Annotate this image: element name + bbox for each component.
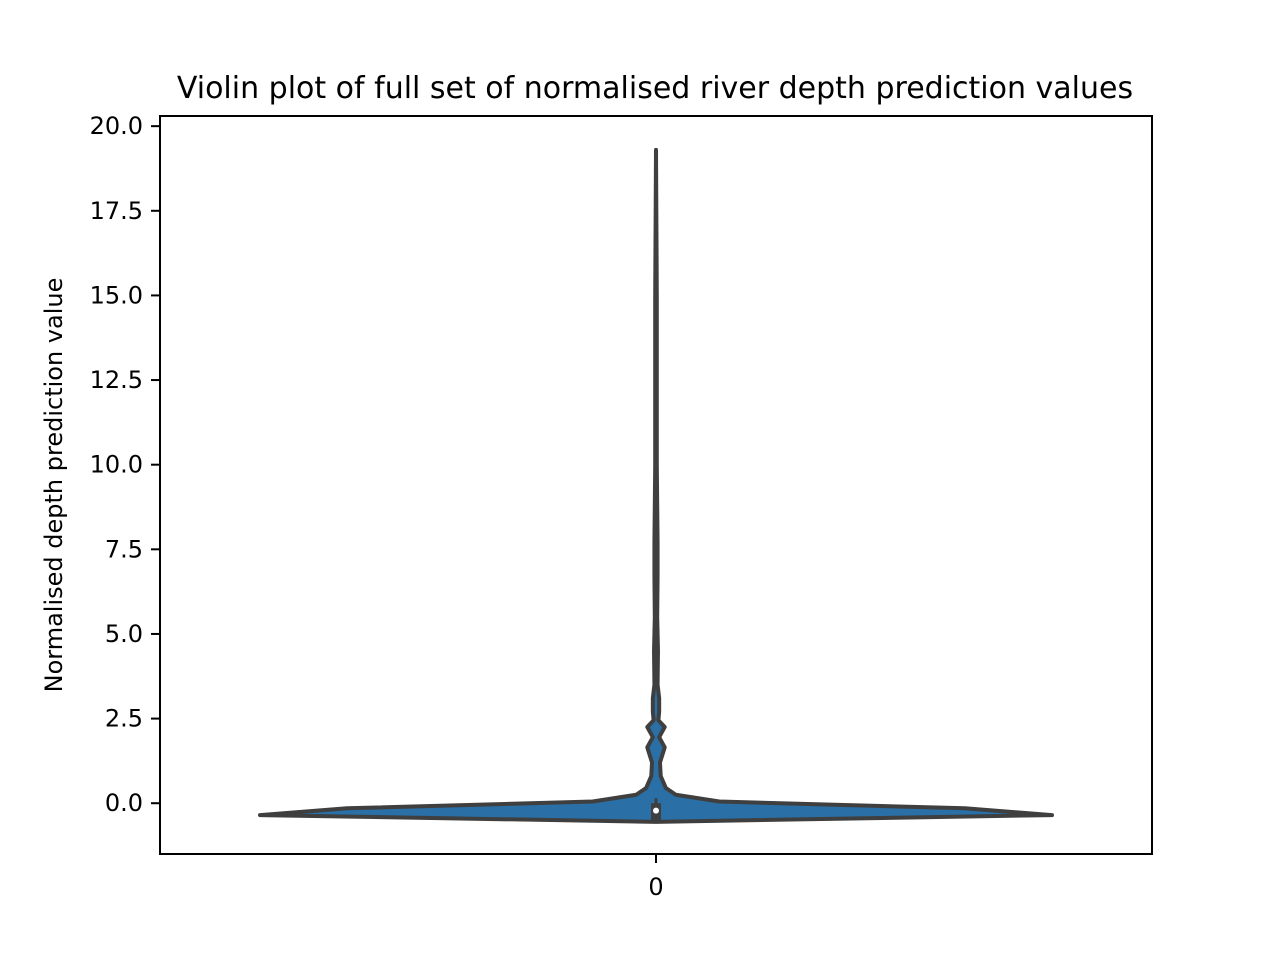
chart-title: Violin plot of full set of normalised ri… bbox=[177, 71, 1133, 106]
y-tick-label: 20.0 bbox=[90, 112, 143, 140]
median-point bbox=[653, 807, 659, 814]
violin-layer bbox=[258, 147, 1054, 824]
y-axis-ticks: 0.0 2.5 5.0 7.5 10.0 12.5 15.0 17.5 20.0 bbox=[90, 112, 160, 817]
x-tick-label: 0 bbox=[648, 873, 663, 901]
y-tick-label: 7.5 bbox=[105, 535, 143, 563]
y-tick-label: 12.5 bbox=[90, 366, 143, 394]
y-tick-label: 2.5 bbox=[105, 705, 143, 733]
y-tick-label: 15.0 bbox=[90, 281, 143, 309]
y-axis-label: Normalised depth prediction value bbox=[40, 278, 68, 693]
y-tick-label: 0.0 bbox=[105, 789, 143, 817]
y-tick-label: 5.0 bbox=[105, 620, 143, 648]
x-axis-ticks: 0 bbox=[648, 854, 664, 901]
violin-body bbox=[258, 147, 1054, 824]
y-tick-label: 17.5 bbox=[90, 197, 143, 225]
y-tick-label: 10.0 bbox=[90, 451, 143, 479]
